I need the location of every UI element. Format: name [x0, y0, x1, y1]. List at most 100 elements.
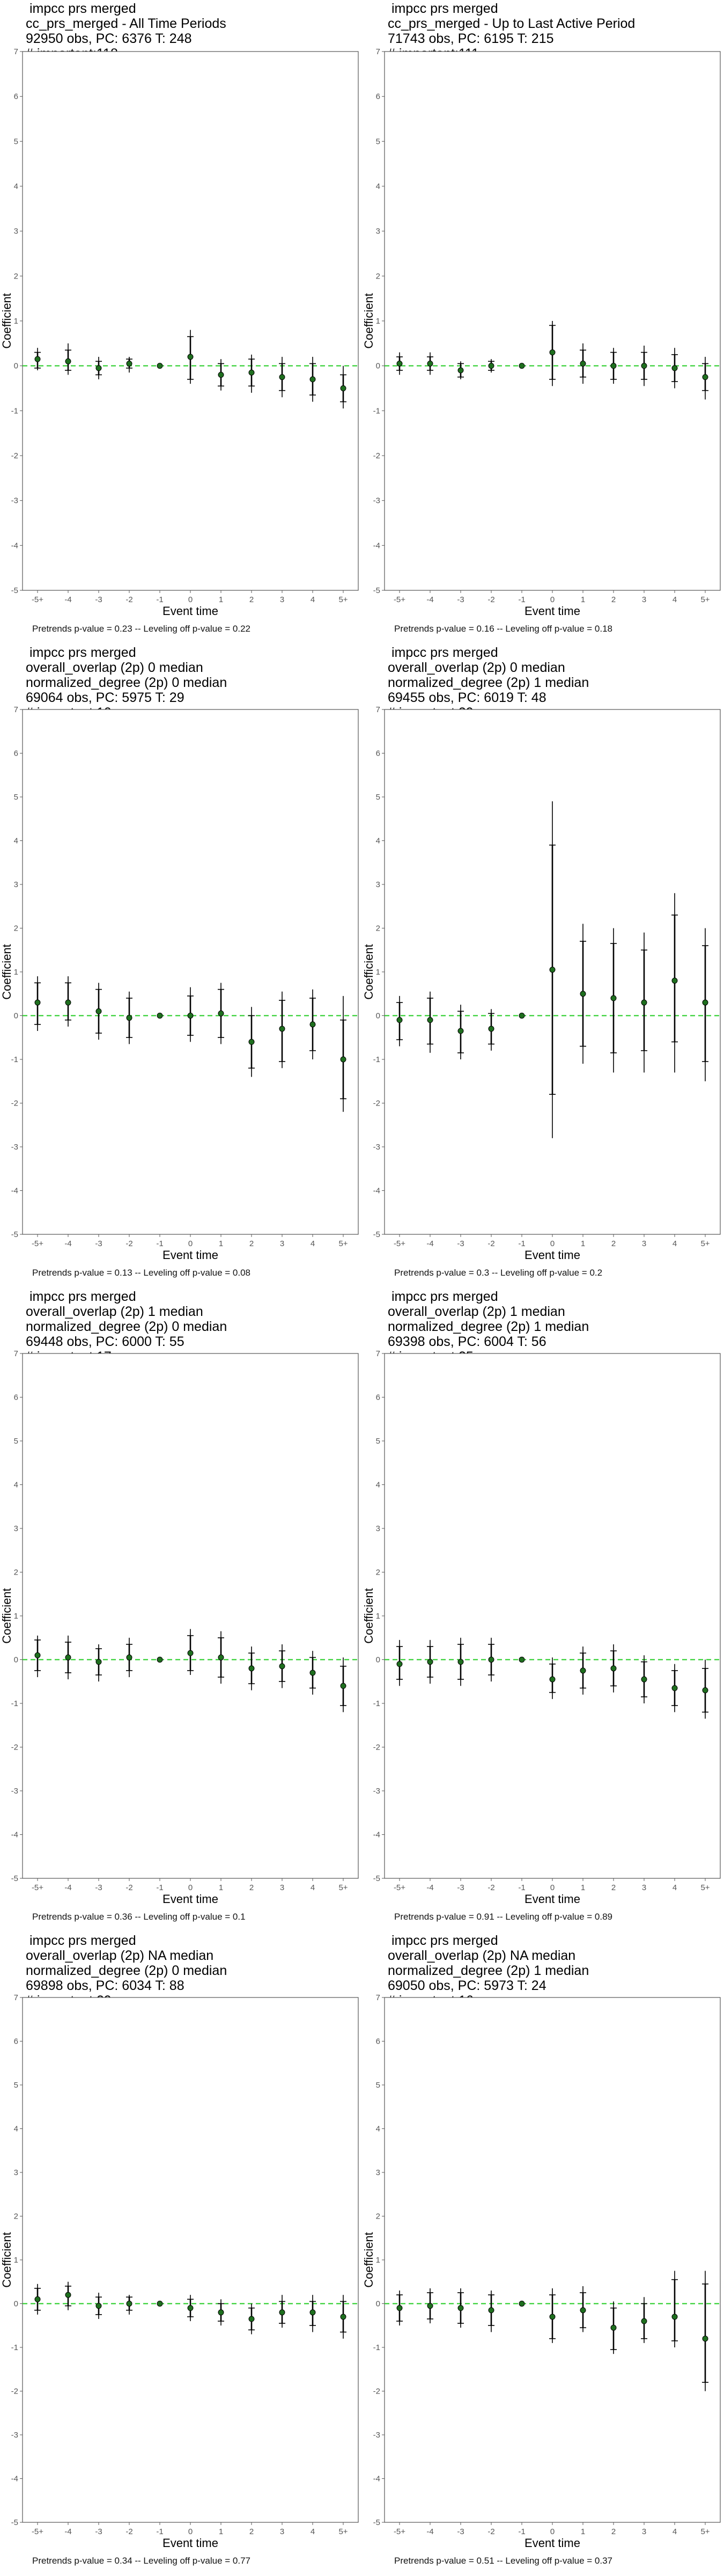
x-tick-label: 5+ — [338, 595, 348, 604]
y-tick-label: -3 — [11, 1787, 18, 1796]
y-tick-label: 4 — [14, 837, 18, 846]
x-tick-label: 2 — [249, 1239, 254, 1248]
estimate-point-group — [340, 1657, 346, 1713]
coefficient-point — [309, 376, 316, 383]
chart-title-line: impcc prs merged — [26, 645, 136, 660]
y-tick-label: 1 — [376, 2256, 380, 2265]
chart-title-line: 71743 obs, PC: 6195 T: 215 — [388, 31, 554, 46]
coefficient-point — [279, 1026, 285, 1032]
y-tick-label: -3 — [11, 496, 18, 506]
estimate-point-group — [457, 1005, 464, 1059]
coefficient-point — [519, 363, 525, 369]
y-tick-label: -4 — [373, 2475, 380, 2484]
coefficient-point — [396, 1661, 403, 1667]
y-axis-label: Coefficient — [362, 293, 375, 349]
estimate-point-group — [34, 348, 41, 371]
coefficient-point — [457, 1659, 464, 1665]
x-tick-label: -5+ — [394, 1239, 405, 1248]
x-tick-label: -3 — [95, 1883, 102, 1892]
x-tick-label: -4 — [426, 2527, 433, 2536]
chart-title-line: impcc prs merged — [26, 1289, 136, 1304]
y-tick-label: -1 — [11, 1055, 18, 1064]
estimate-point-group — [457, 2288, 464, 2328]
x-axis-label: Event time — [162, 1248, 218, 1262]
estimate-point-group — [549, 321, 556, 386]
y-tick-label: -2 — [11, 2387, 18, 2396]
coefficient-point — [427, 1659, 433, 1665]
x-tick-label: 4 — [311, 595, 315, 604]
y-tick-label: 7 — [14, 1993, 18, 2002]
estimate-point-group — [95, 1644, 102, 1682]
y-tick-label: 3 — [376, 880, 380, 889]
coefficient-point — [95, 1008, 102, 1014]
x-tick-label: 4 — [311, 2527, 315, 2536]
y-tick-label: -1 — [11, 1699, 18, 1708]
x-tick-label: 5+ — [338, 2527, 348, 2536]
chart-title: impcc prs merged overall_overlap (2p) 1 m… — [26, 1289, 358, 1364]
y-tick-label: 3 — [14, 2168, 18, 2177]
estimate-point-group — [702, 1659, 708, 1719]
estimate-point-group — [340, 996, 346, 1112]
coefficient-point — [580, 1667, 586, 1674]
x-tick-label: 2 — [611, 595, 616, 604]
y-tick-label: 0 — [14, 1012, 18, 1021]
coefficient-point — [218, 1654, 224, 1660]
y-axis-label: Coefficient — [0, 2232, 13, 2288]
x-tick-label: -4 — [426, 595, 433, 604]
estimate-point-group — [279, 1644, 285, 1688]
estimate-point-group — [702, 356, 708, 400]
chart-title-line: impcc prs merged — [26, 1, 136, 16]
estimate-point-group — [187, 1629, 194, 1675]
x-tick-label: -2 — [487, 2527, 494, 2536]
estimate-point-group — [580, 924, 586, 1064]
y-tick-label: 3 — [376, 227, 380, 236]
estimate-point-group — [457, 1637, 464, 1686]
coefficient-point — [34, 999, 41, 1006]
y-tick-label: 7 — [14, 705, 18, 714]
coefficient-point — [580, 2307, 586, 2314]
y-tick-label: -2 — [373, 451, 380, 460]
y-tick-label: -1 — [373, 2343, 380, 2352]
estimate-point-group — [340, 2295, 346, 2339]
estimate-point-group — [309, 356, 316, 402]
chart-title-line: impcc prs merged — [388, 1289, 498, 1304]
chart-title-line: 69050 obs, PC: 5973 T: 24 — [388, 1978, 546, 1993]
x-tick-label: 1 — [581, 1239, 585, 1248]
chart-panel-2: impcc prs merged cc_prs_merged - Up to La… — [362, 0, 724, 644]
y-tick-label: 4 — [376, 182, 380, 191]
x-tick-label: 0 — [550, 1239, 555, 1248]
y-tick-label: 6 — [14, 92, 18, 101]
chart-title-line: 69398 obs, PC: 6004 T: 56 — [388, 1334, 546, 1349]
estimate-point-group — [187, 330, 194, 384]
estimate-point-group — [218, 359, 224, 391]
coefficient-point — [488, 1026, 494, 1032]
estimate-point-group — [641, 2297, 647, 2343]
estimate-point-group — [157, 363, 163, 369]
coefficient-point — [340, 2314, 346, 2320]
chart-title-line: normalized_degree (2p) 0 median — [26, 1319, 227, 1334]
coefficient-point — [279, 2309, 285, 2316]
x-tick-label: -4 — [64, 1883, 71, 1892]
y-tick-label: -1 — [11, 406, 18, 415]
y-tick-label: 3 — [14, 227, 18, 236]
x-axis-label: Event time — [524, 1248, 580, 1262]
x-tick-label: -5+ — [32, 1883, 43, 1892]
x-axis-label: Event time — [524, 2536, 580, 2550]
estimate-point-group — [610, 348, 617, 384]
coefficient-point — [187, 1650, 194, 1656]
chart-title-line: overall_overlap (2p) 1 median — [26, 1304, 203, 1319]
x-axis-label: Event time — [162, 604, 218, 618]
y-tick-label: 4 — [376, 837, 380, 846]
chart-title-line: 92950 obs, PC: 6376 T: 248 — [26, 31, 192, 46]
y-tick-label: -3 — [11, 1143, 18, 1152]
pvalue-footer: Pretrends p-value = 0.16 -- Leveling off… — [394, 624, 612, 634]
x-tick-label: -5+ — [394, 595, 405, 604]
y-tick-label: 0 — [376, 2300, 380, 2309]
y-tick-label: 5 — [376, 137, 380, 146]
estimate-point-group — [580, 2286, 586, 2332]
x-tick-label: 3 — [642, 1883, 646, 1892]
chart-title-line: cc_prs_merged - All Time Periods — [26, 16, 226, 31]
chart-svg: -5 -4 -3 -2 -1 0 1 2 3 4 5 6 7 -5+ -4 -3 -2 -1 0 1 2 3 4 5+ Coef… — [0, 1993, 359, 2550]
coefficient-point — [340, 1056, 346, 1063]
y-tick-label: -2 — [11, 1743, 18, 1752]
